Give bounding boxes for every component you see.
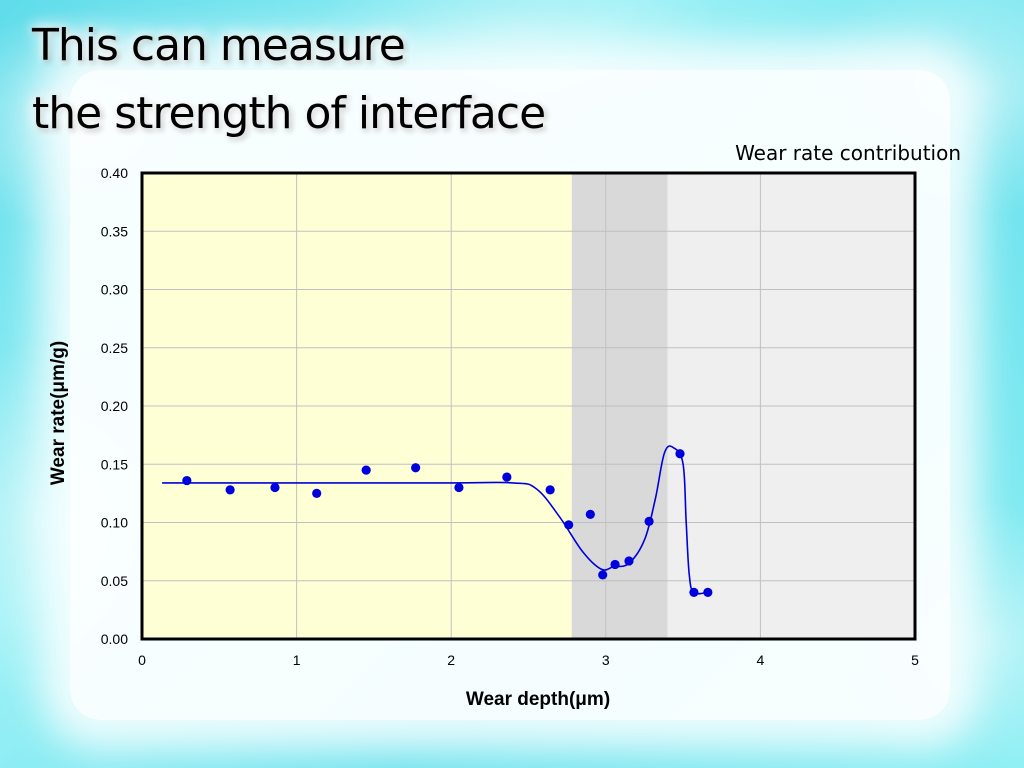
data-point [182,475,192,486]
y-tick-label: 0.30 [101,282,128,298]
data-point [610,559,620,570]
data-point [689,587,699,598]
y-tick-label: 0.25 [101,340,128,356]
data-point [675,449,685,459]
data-point [545,485,555,495]
fit-curve [162,445,708,595]
x-tick-label: 3 [602,652,610,668]
y-tick-label: 0.05 [101,573,128,589]
data-point [564,520,574,530]
data-point [454,482,464,493]
slide-title-line-2: the strength of interface [32,88,546,139]
data-point [411,463,421,473]
data-point [703,587,713,598]
y-tick-label: 0.15 [101,456,128,472]
data-point [644,516,654,526]
data-point [225,485,235,495]
plot-frame [140,171,917,641]
x-tick-label: 2 [447,652,455,668]
data-point [270,482,280,493]
data-point [312,488,322,498]
data-point [585,509,595,519]
y-axis-title: Wear rate(μm/g) [48,341,69,485]
data-point [598,570,608,580]
y-tick-label: 0.00 [101,631,128,647]
data-point [502,472,512,482]
y-tick-label: 0.35 [101,223,128,239]
x-tick-label: 5 [911,652,919,668]
data-point [624,556,634,566]
y-tick-label: 0.20 [101,398,128,414]
x-tick-label: 1 [293,652,301,668]
region-annotation: Wear rate contribution [735,141,961,165]
x-axis-title: Wear depth(μm) [466,689,610,710]
y-tick-label: 0.10 [101,515,128,531]
x-tick-label: 4 [757,652,765,668]
y-tick-label: 0.40 [101,165,128,181]
x-tick-label: 0 [138,652,146,668]
data-point [361,465,371,475]
slide-title-line-1: This can measure [32,20,406,71]
